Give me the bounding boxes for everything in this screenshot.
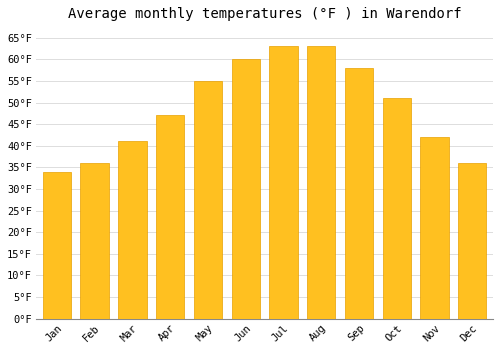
Bar [232, 59, 260, 318]
Bar [345, 68, 373, 318]
Bar [42, 172, 71, 318]
Bar [458, 163, 486, 318]
Bar [270, 46, 297, 318]
Bar [307, 46, 336, 318]
Bar [118, 141, 146, 318]
Title: Average monthly temperatures (°F ) in Warendorf: Average monthly temperatures (°F ) in Wa… [68, 7, 462, 21]
Bar [420, 137, 448, 318]
Bar [194, 81, 222, 318]
Bar [80, 163, 109, 318]
Bar [382, 98, 411, 318]
Bar [156, 116, 184, 318]
